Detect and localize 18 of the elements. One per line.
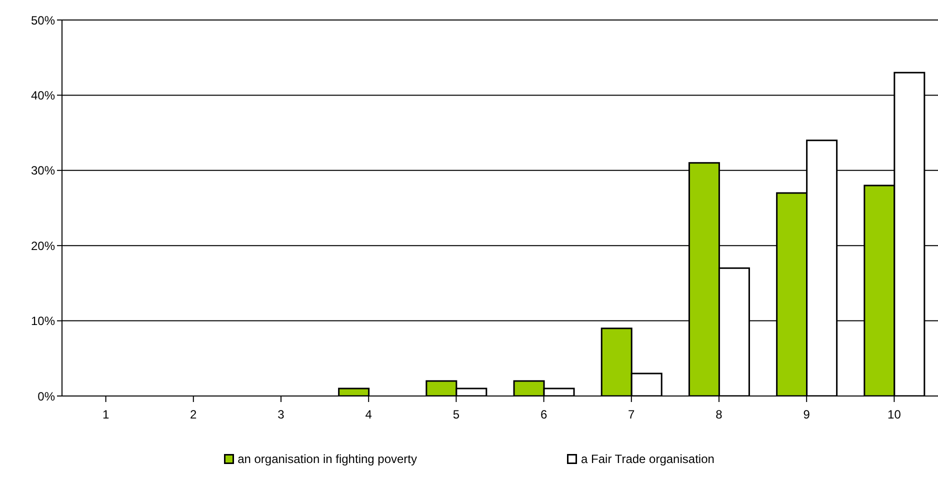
y-tick-label: 10% (30, 314, 56, 328)
legend-label: a Fair Trade organisation (581, 452, 714, 466)
x-tick-label: 10 (888, 408, 902, 422)
y-tick-label: 0% (38, 389, 56, 404)
y-tick-label: 30% (30, 164, 56, 178)
y-tick-label: 50% (30, 13, 56, 28)
x-tick-label: 8 (716, 408, 723, 422)
x-tick-label: 6 (540, 408, 548, 422)
x-tick-label: 3 (278, 408, 285, 422)
y-tick-label: 20% (30, 238, 56, 253)
legend-label: an organisation in fighting poverty (238, 452, 418, 466)
x-tick-label: 9 (803, 408, 810, 422)
x-tick-label: 2 (190, 408, 198, 422)
x-tick-label: 1 (102, 408, 110, 422)
x-tick-label: 7 (628, 408, 636, 422)
x-tick-label: 4 (365, 408, 372, 422)
y-tick-label: 40% (30, 88, 56, 102)
x-tick-label: 5 (452, 408, 460, 422)
